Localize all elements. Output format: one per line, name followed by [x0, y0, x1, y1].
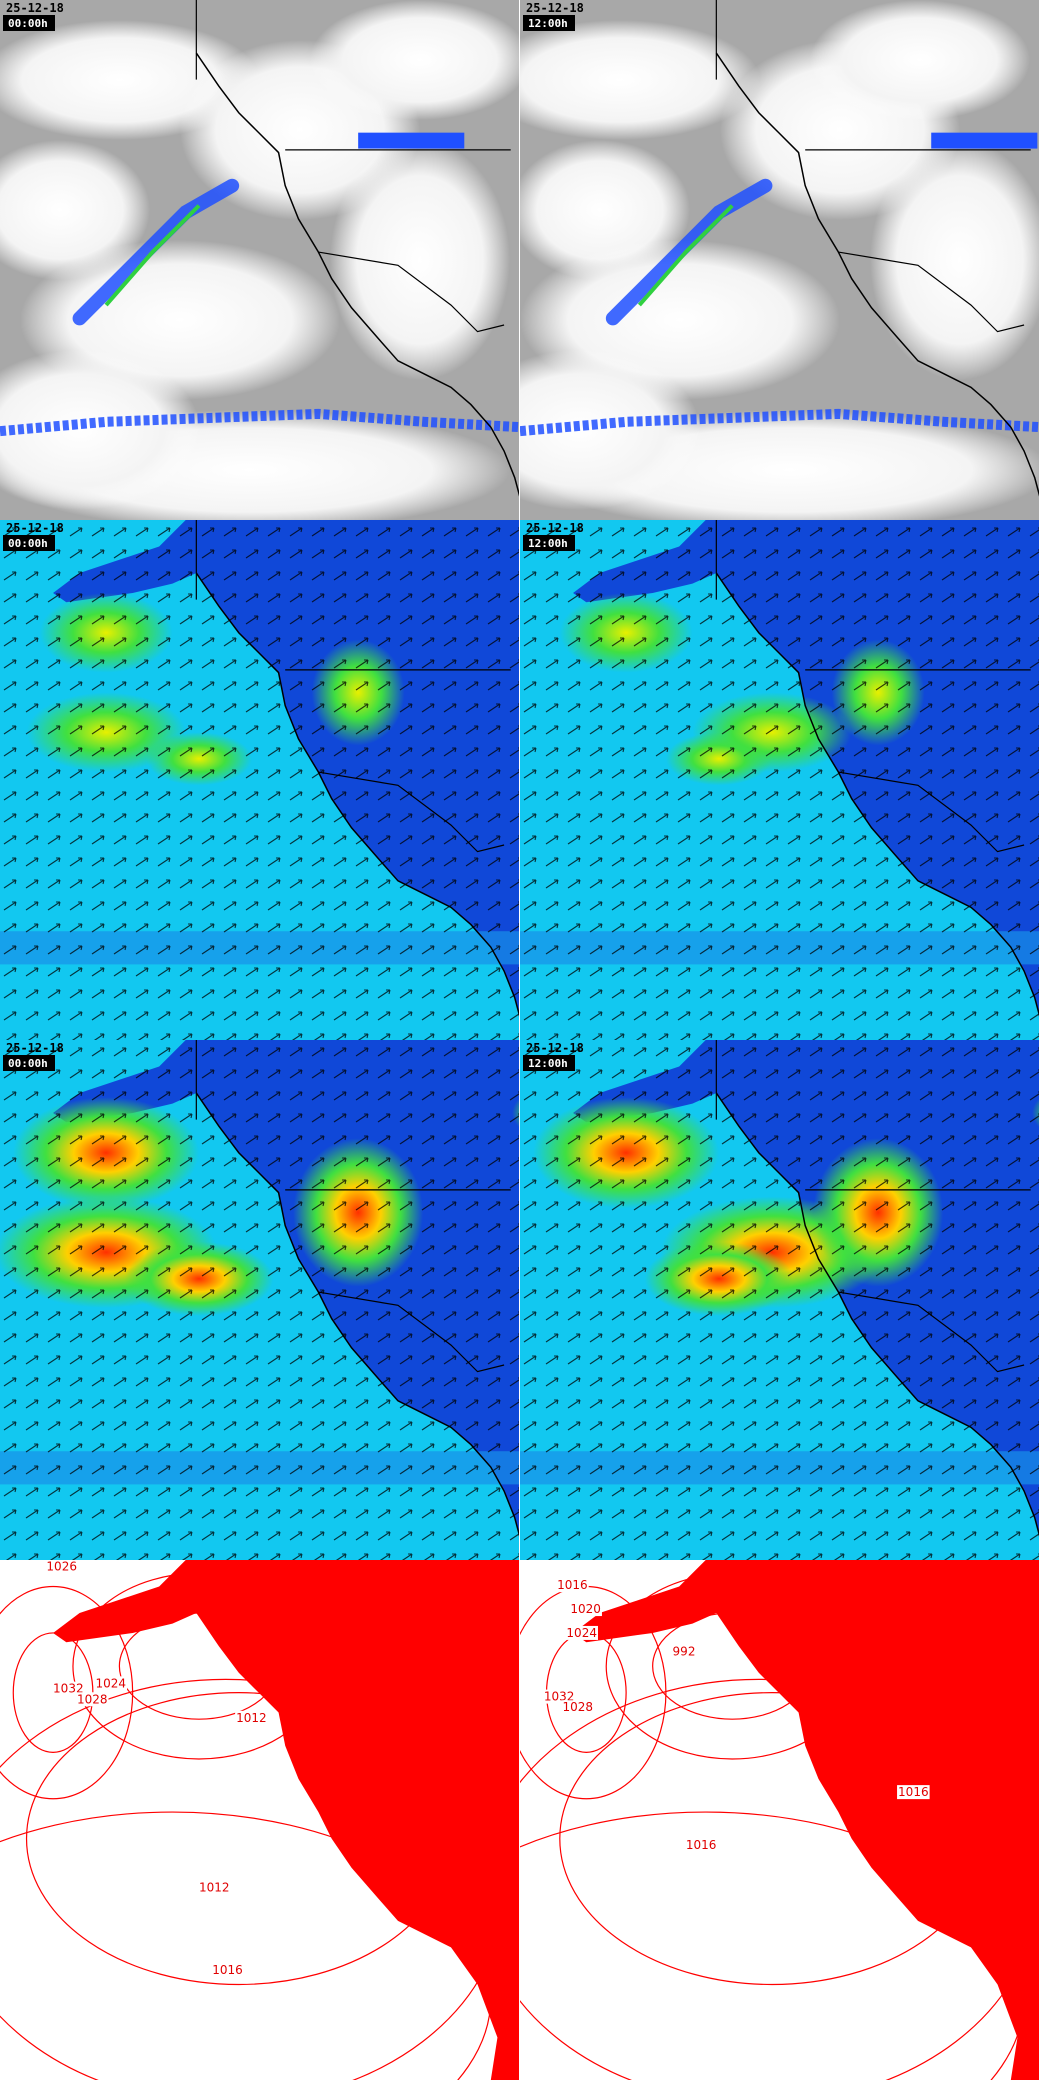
- date-label: 25-12-18: [526, 1, 584, 15]
- itcz-band: [520, 408, 1040, 437]
- precip-patch: [931, 132, 1038, 149]
- land-south: [451, 1947, 520, 2080]
- isobar-label: 992: [673, 1645, 696, 1659]
- time-label: 00:00h: [8, 1057, 48, 1070]
- cloud-mass: [310, 0, 520, 120]
- wind-arrows: [520, 520, 1040, 1040]
- time-label: 12:00h: [528, 1057, 568, 1070]
- date-label: 25-12-18: [6, 1041, 64, 1055]
- map-panel: 25-12-18 12:00h: [520, 0, 1040, 520]
- label-mask: [671, 1644, 697, 1659]
- isobar-label: 1016: [557, 1578, 588, 1592]
- time-box: [523, 535, 575, 551]
- label-mask: [684, 1838, 718, 1853]
- time-box: [3, 15, 55, 31]
- coastline: [195, 1092, 520, 1538]
- label-mask: [235, 1710, 268, 1725]
- time-label: 00:00h: [8, 537, 48, 550]
- map-panel: 25-12-18 00:00h: [0, 520, 520, 1040]
- precip-band: [605, 178, 773, 326]
- time-label: 12:00h: [528, 17, 568, 30]
- time-box: [523, 1055, 575, 1071]
- map-panel: 25-12-18 00:00h: [0, 1040, 520, 1560]
- date-label: 25-12-18: [526, 521, 584, 535]
- isobar-label: 1028: [77, 1692, 108, 1706]
- isobar-label: 1016: [898, 1785, 929, 1799]
- label-mask: [52, 1681, 85, 1696]
- cloud-mass: [520, 20, 760, 140]
- cloud-mass: [0, 140, 150, 280]
- itcz-band: [0, 408, 520, 437]
- label-mask: [556, 1578, 589, 1593]
- wind-arrows: [520, 1040, 1040, 1560]
- cloud-mass: [330, 140, 510, 380]
- isobar-label: 1026: [46, 1560, 77, 1574]
- cloud-mass: [810, 0, 1030, 120]
- coastline: [838, 251, 1025, 333]
- isobar-label: 1032: [544, 1690, 575, 1704]
- isobar-label: 1024: [566, 1626, 597, 1640]
- coastline: [318, 251, 505, 333]
- coastline: [715, 1092, 1040, 1538]
- isobar-label: 1028: [562, 1700, 593, 1714]
- time-box: [3, 1055, 55, 1071]
- label-mask: [211, 1962, 244, 1977]
- precip-core: [637, 204, 734, 307]
- label-mask: [542, 1689, 576, 1704]
- precip-patch: [358, 132, 465, 149]
- label-mask: [897, 1785, 930, 1800]
- label-mask: [565, 1625, 598, 1640]
- label-mask: [569, 1602, 602, 1617]
- time-box: [523, 15, 575, 31]
- time-box: [3, 535, 55, 551]
- isobar-label: 1012: [199, 1881, 230, 1895]
- precip-band: [72, 178, 240, 326]
- map-panel: 25-12-18 00:00h: [0, 0, 520, 520]
- coastline: [715, 52, 1040, 498]
- land-isobars: [53, 1560, 520, 2058]
- cloud-mass: [520, 350, 700, 510]
- coastline: [318, 1291, 505, 1373]
- isobar-label: 1020: [570, 1602, 601, 1616]
- coastline: [715, 572, 1040, 1018]
- land-isobars: [573, 1560, 1040, 2058]
- label-mask: [197, 1880, 231, 1895]
- isobar-label: 1012: [236, 1711, 267, 1725]
- isobar-label: 1016: [686, 1838, 717, 1852]
- isobar-label: 1032: [53, 1682, 84, 1696]
- cloud-mass: [0, 350, 200, 510]
- precip-core: [104, 204, 201, 307]
- coastline: [195, 572, 520, 1018]
- label-mask: [94, 1676, 128, 1691]
- label-mask: [75, 1692, 109, 1707]
- label-mask: [45, 1560, 78, 1574]
- coastline: [838, 1291, 1025, 1373]
- isobar: [0, 1585, 134, 1800]
- label-mask: [561, 1700, 594, 1715]
- coastline: [838, 771, 1025, 853]
- wind-arrows: [0, 1040, 520, 1560]
- map-panel: 25-12-18 12:00h: [520, 520, 1040, 1040]
- isobar-label: 1024: [96, 1676, 127, 1690]
- land-south: [971, 1947, 1040, 2080]
- map-panel: 25-12-18 12:00h: [520, 1040, 1040, 1560]
- time-label: 12:00h: [528, 537, 568, 550]
- date-label: 25-12-18: [526, 1041, 584, 1055]
- coastline: [318, 771, 505, 853]
- coastline: [195, 52, 520, 498]
- wind-arrows: [0, 520, 520, 1040]
- cloud-mass: [870, 140, 1040, 380]
- time-label: 00:00h: [8, 17, 48, 30]
- isobar-label: 1016: [212, 1963, 243, 1977]
- date-label: 25-12-18: [6, 1, 64, 15]
- date-label: 25-12-18: [6, 521, 64, 535]
